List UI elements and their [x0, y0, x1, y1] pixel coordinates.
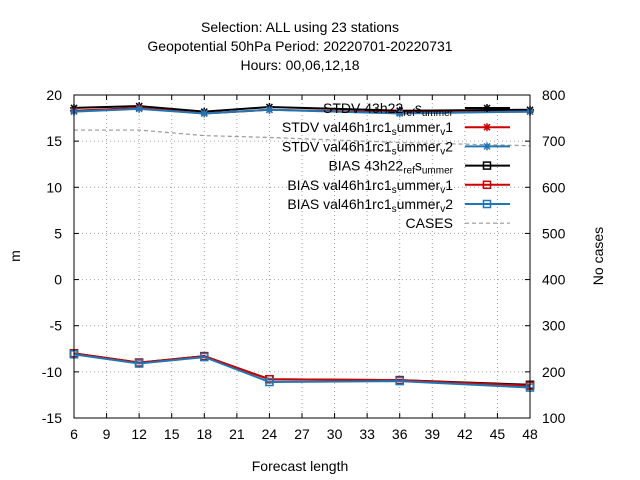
x-tick-label: 39 — [424, 426, 440, 442]
y2-tick-label: 100 — [542, 410, 566, 426]
y2-tick-label: 700 — [542, 133, 566, 149]
legend-marker — [482, 199, 492, 209]
y-tick-label: -15 — [42, 410, 62, 426]
x-tick-label: 24 — [262, 426, 278, 442]
series-point — [395, 109, 404, 118]
series-point — [265, 105, 274, 114]
legend-entry-label: STDV val46h1rc1summerv1 — [282, 119, 453, 138]
x-tick-label: 6 — [70, 426, 78, 442]
y-tick-label: 5 — [54, 225, 62, 241]
x-tick-label: 48 — [522, 426, 538, 442]
x-tick-label: 12 — [131, 426, 147, 442]
x-tick-label: 15 — [164, 426, 180, 442]
title-line-2: Geopotential 50hPa Period: 20220701-2022… — [147, 38, 452, 54]
legend-entry-label: BIAS 43h22refsummer — [328, 158, 453, 177]
y2-tick-label: 200 — [542, 364, 566, 380]
x-tick-label: 45 — [490, 426, 506, 442]
legend-entry-label: CASES — [406, 215, 453, 231]
legend-entry-label: BIAS val46h1rc1summerv1 — [287, 177, 453, 196]
y2-tick-label: 600 — [542, 179, 566, 195]
x-tick-label: 42 — [457, 426, 473, 442]
legend-marker — [482, 161, 492, 170]
title-line-1: Selection: ALL using 23 stations — [201, 19, 399, 35]
series-point — [395, 376, 404, 386]
y-tick-label: 0 — [54, 272, 62, 288]
y-tick-label: 15 — [46, 133, 62, 149]
x-tick-label: 18 — [196, 426, 212, 442]
series-point — [200, 352, 209, 362]
legend-marker — [483, 104, 491, 112]
legend-marker — [483, 123, 491, 132]
series-line — [73, 353, 531, 389]
y2-tick-label: 500 — [542, 225, 566, 241]
y-axis-label: m — [7, 250, 23, 262]
x-axis-label: Forecast length — [252, 458, 349, 474]
series-line — [74, 129, 531, 147]
y-tick-label: 10 — [46, 179, 62, 195]
series-point — [135, 104, 144, 113]
x-tick-label: 33 — [359, 426, 375, 442]
y-tick-label: 20 — [46, 87, 62, 103]
grid — [73, 94, 531, 419]
x-tick-label: 9 — [103, 426, 111, 442]
y2-tick-label: 400 — [542, 272, 566, 288]
x-tick-label: 30 — [327, 426, 343, 442]
legend-entry-label: STDV val46h1rc1summerv2 — [282, 138, 453, 157]
axis-ticks: 6 9 12 15 18 21 24 27 30 33 36 39 42 45 48 -15 -10 -5 0 5 10… — [42, 87, 566, 442]
y2-axis-label: No cases — [590, 227, 606, 285]
legend-marker — [483, 142, 491, 151]
x-tick-label: 27 — [294, 426, 310, 442]
series-line — [73, 105, 531, 113]
x-tick-label: 21 — [229, 426, 245, 442]
series-point — [134, 359, 144, 368]
series-line — [73, 107, 531, 115]
series-point — [200, 109, 209, 118]
y2-tick-label: 300 — [542, 318, 566, 334]
y2-tick-label: 800 — [542, 87, 566, 103]
title-line-3: Hours: 00,06,12,18 — [240, 57, 359, 73]
legend-entry-label: BIAS val46h1rc1summerv2 — [287, 196, 453, 215]
chart-title: Selection: ALL using 23 stations Geopote… — [147, 19, 452, 73]
y-tick-label: -5 — [50, 318, 63, 334]
legend-entry-label: STDV 43h22refsummer — [323, 100, 454, 119]
series-point — [265, 377, 274, 387]
y-tick-label: -10 — [42, 364, 62, 380]
legend-marker — [482, 180, 492, 190]
x-tick-label: 36 — [392, 426, 408, 442]
